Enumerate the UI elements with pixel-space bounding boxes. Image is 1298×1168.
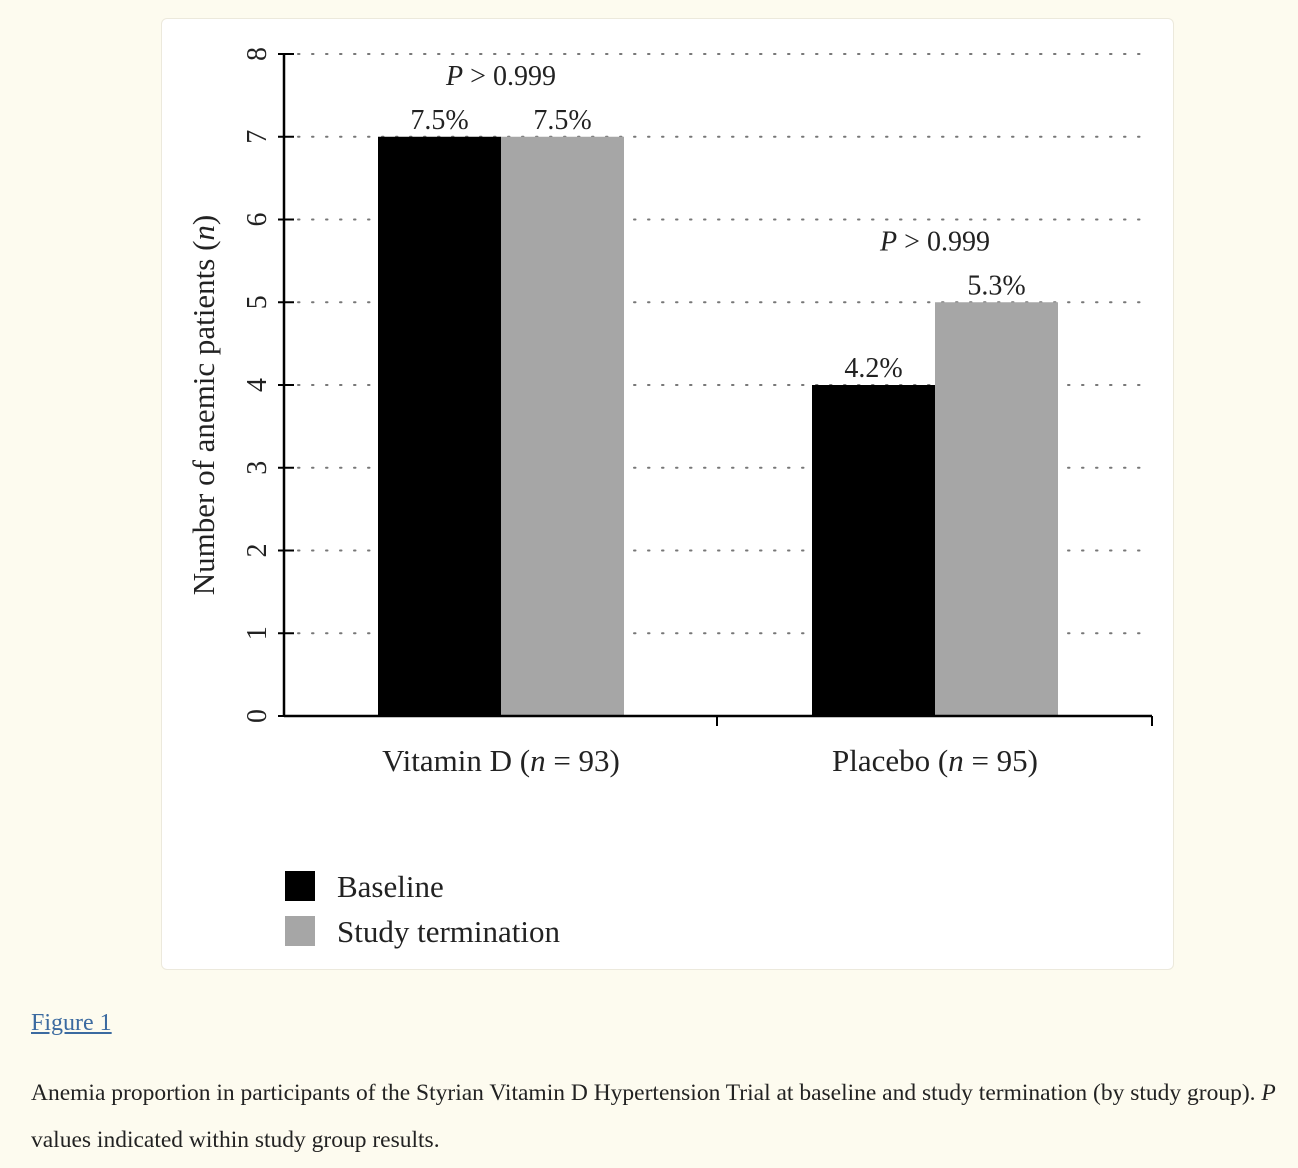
- legend-swatch-0: [285, 871, 315, 901]
- bar-termination-0: [501, 136, 624, 716]
- y-tick-label-4: 4: [242, 378, 273, 392]
- bar-baseline-1: [812, 385, 935, 716]
- figure-link[interactable]: Figure 1: [31, 1010, 112, 1036]
- bar-chart: 7.5% 7.5% P > 0.999 Vitamin D (n = 93) 4.2% 5…: [186, 47, 1153, 949]
- p-value-1: P > 0.999: [879, 226, 990, 257]
- figure-card: 7.5% 7.5% P > 0.999 Vitamin D (n = 93) 4.2% 5…: [161, 18, 1174, 970]
- y-tick-label-6: 6: [242, 213, 273, 227]
- bar-label-0-0: 7.5%: [410, 105, 468, 136]
- legend-swatch-1: [285, 916, 315, 946]
- y-tick-label-0: 0: [242, 709, 273, 723]
- bar-label-0-1: 4.2%: [844, 353, 902, 384]
- p-value-0: P > 0.999: [445, 61, 556, 92]
- caption-text-2: values indicated within study group resu…: [31, 1127, 440, 1153]
- caption-text-1: Anemia proportion in participants of the…: [31, 1080, 1262, 1106]
- legend-label-1: Study termination: [337, 914, 561, 949]
- y-axis-label: Number of anemic patients (n): [186, 215, 221, 595]
- figure-caption: Anemia proportion in participants of the…: [31, 1070, 1281, 1164]
- bar-baseline-0: [378, 136, 501, 716]
- y-tick-label-8: 8: [242, 47, 273, 61]
- bar-termination-1: [935, 302, 1058, 716]
- y-tick-label-3: 3: [242, 461, 273, 475]
- y-tick-label-2: 2: [242, 544, 273, 558]
- y-tick-label-1: 1: [242, 626, 273, 640]
- caption-p-italic: P: [1261, 1080, 1276, 1106]
- category-label-1: Placebo (n = 95): [832, 743, 1038, 778]
- category-label-0: Vitamin D (n = 93): [382, 743, 620, 778]
- bar-label-1-0: 7.5%: [533, 105, 591, 136]
- y-tick-label-7: 7: [242, 130, 273, 144]
- y-tick-label-5: 5: [242, 295, 273, 309]
- bar-label-1-1: 5.3%: [967, 270, 1025, 301]
- legend-label-0: Baseline: [337, 869, 444, 904]
